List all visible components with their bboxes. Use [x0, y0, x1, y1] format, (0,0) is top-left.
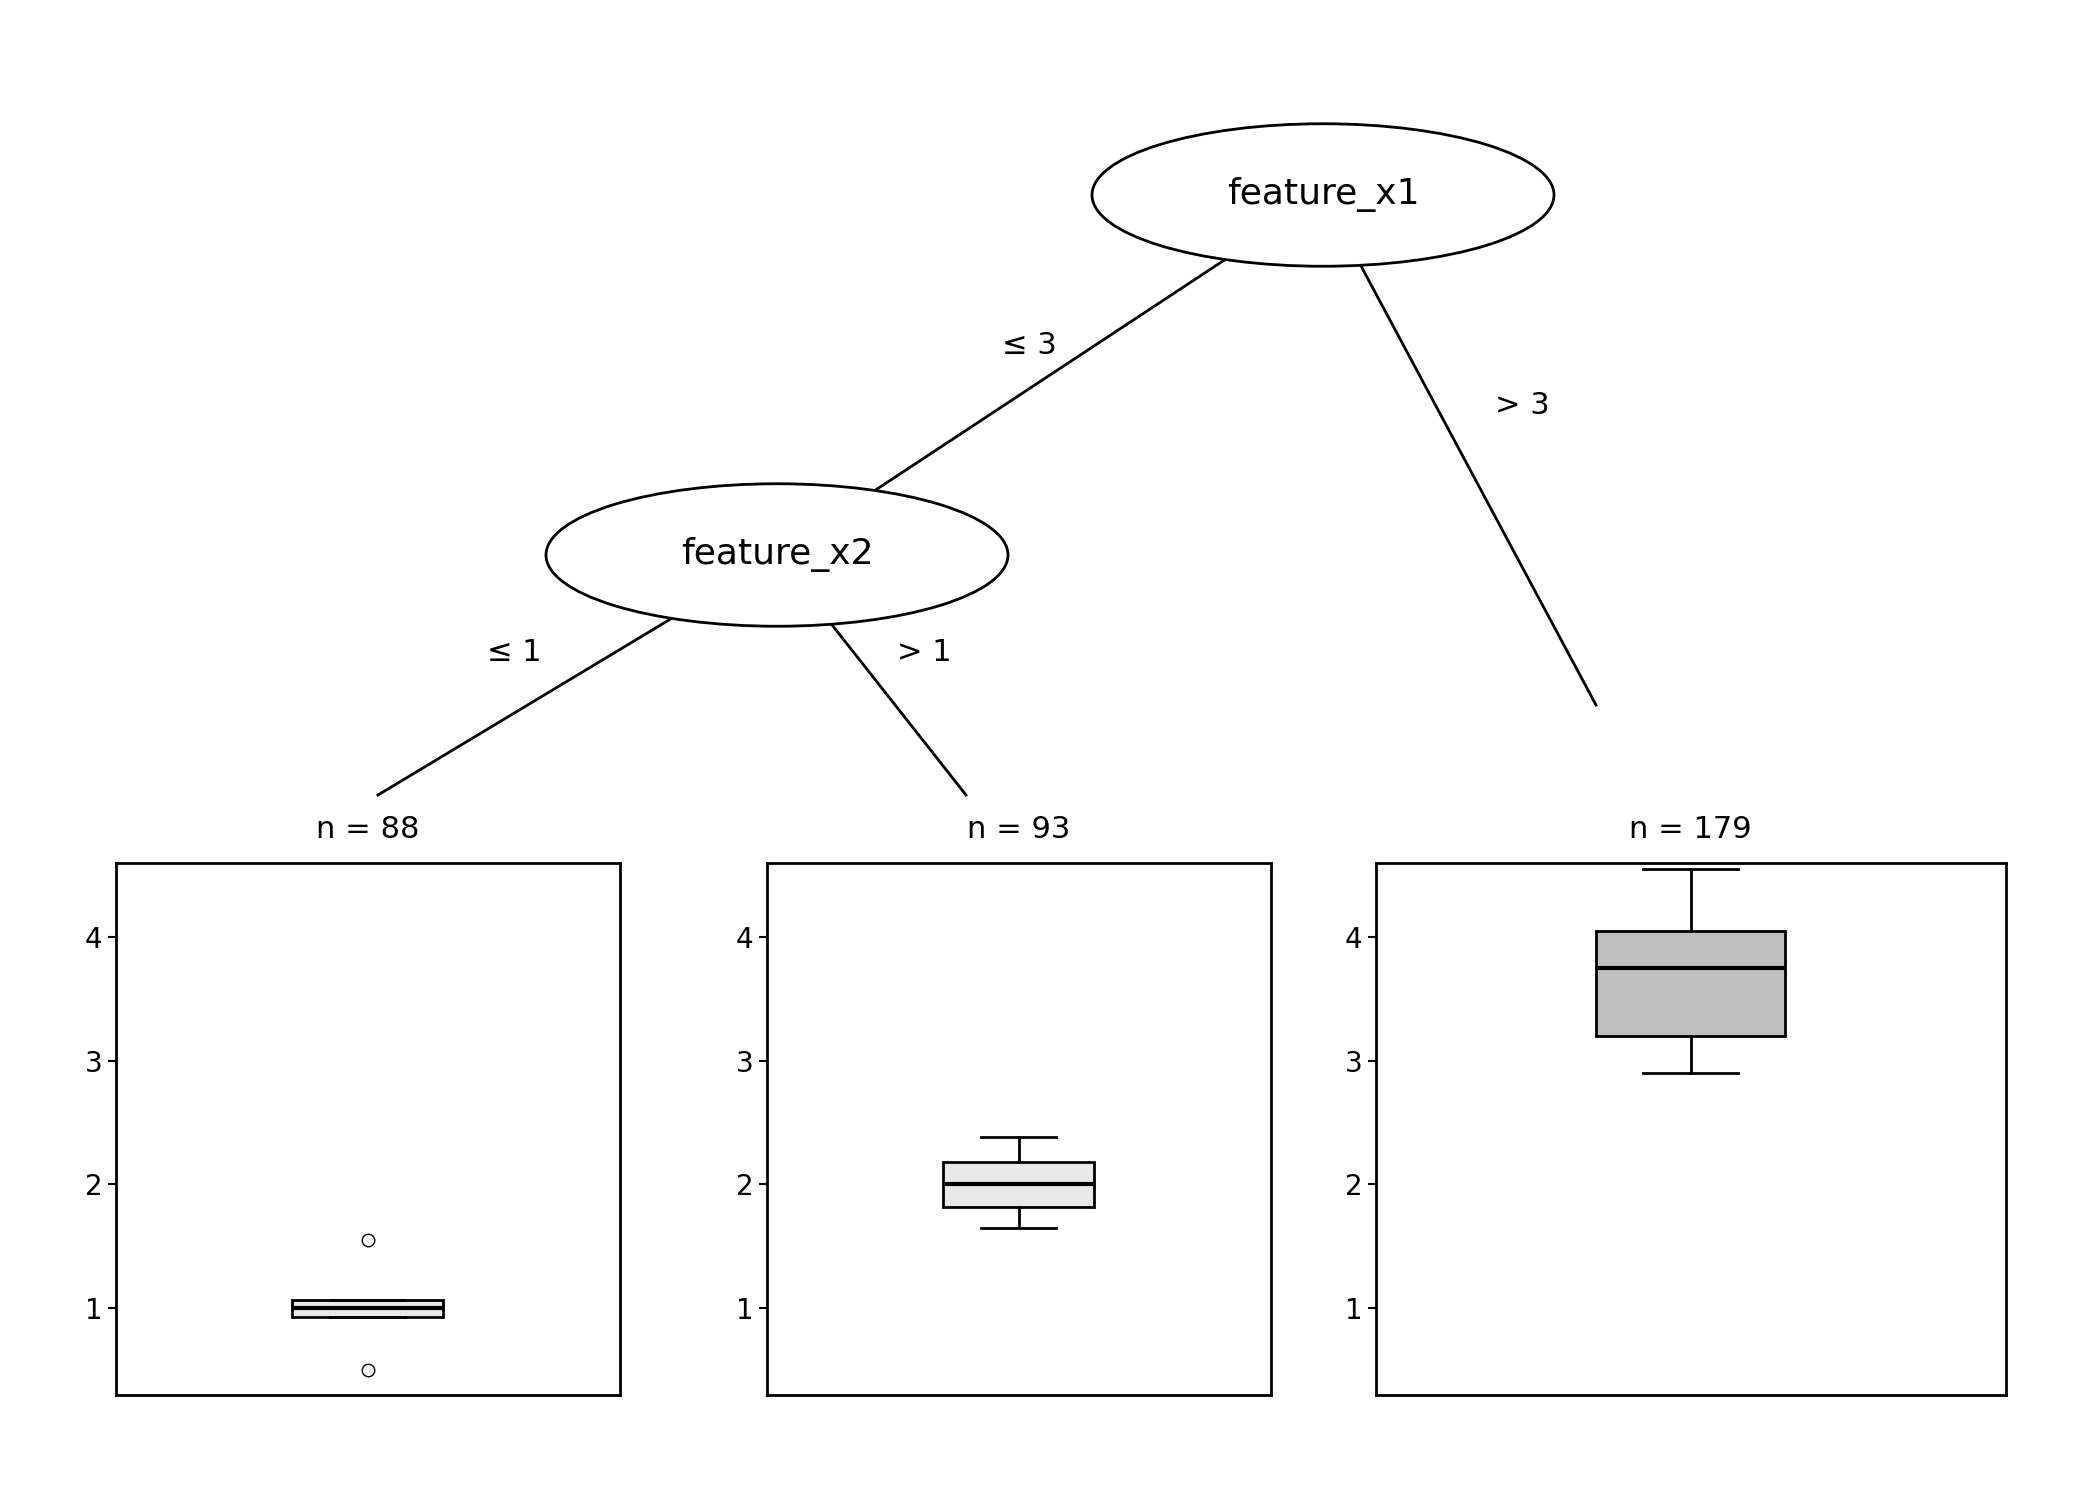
Text: n = 93: n = 93: [966, 816, 1071, 844]
Text: feature_x1: feature_x1: [1226, 177, 1420, 213]
PathPatch shape: [292, 1299, 443, 1317]
Text: ≤ 3: ≤ 3: [1002, 330, 1056, 360]
Text: ≤ 1: ≤ 1: [487, 638, 542, 668]
Text: feature_x2: feature_x2: [680, 537, 874, 573]
Text: n = 179: n = 179: [1630, 816, 1751, 844]
PathPatch shape: [1596, 930, 1785, 1036]
Text: > 1: > 1: [897, 638, 951, 668]
Ellipse shape: [1092, 124, 1554, 267]
Ellipse shape: [546, 483, 1008, 627]
Text: n = 88: n = 88: [315, 816, 420, 844]
PathPatch shape: [943, 1162, 1094, 1208]
Text: > 3: > 3: [1495, 390, 1550, 420]
